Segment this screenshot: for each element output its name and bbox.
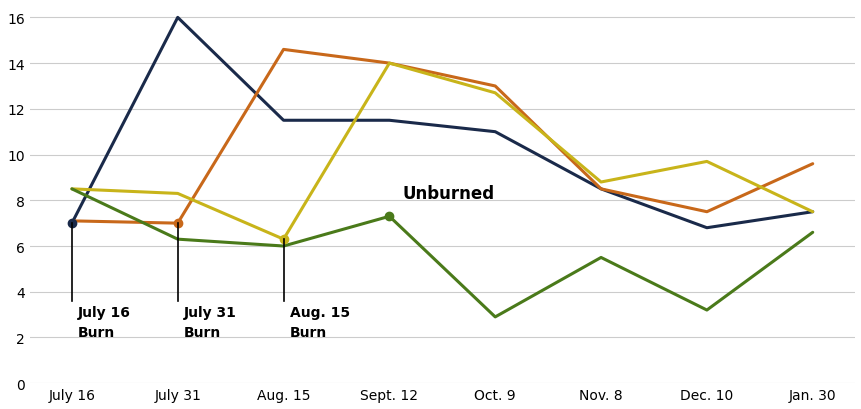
Text: Burn: Burn (78, 325, 115, 339)
Text: Unburned: Unburned (401, 185, 493, 203)
Text: Aug. 15: Aug. 15 (289, 306, 350, 320)
Text: July 16: July 16 (78, 306, 131, 320)
Text: Burn: Burn (289, 325, 327, 339)
Text: Burn: Burn (184, 325, 221, 339)
Text: July 31: July 31 (184, 306, 237, 320)
